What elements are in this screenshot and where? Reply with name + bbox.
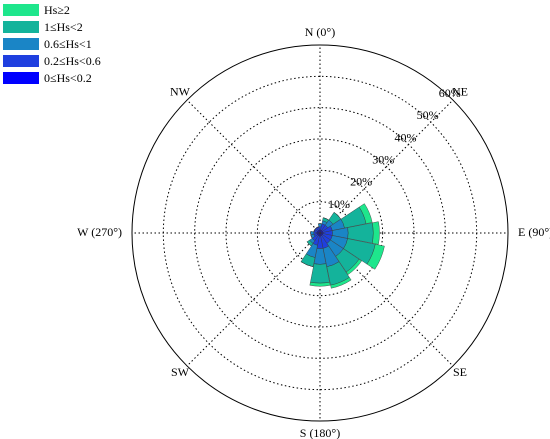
legend-label: Hs≥2	[44, 3, 70, 17]
legend-swatch	[3, 21, 39, 33]
grid-ring	[256, 169, 384, 297]
spoke	[186, 99, 321, 234]
direction-label: S (180°)	[300, 426, 340, 439]
sector	[310, 230, 315, 236]
direction-label: N (0°)	[305, 25, 335, 39]
r-tick-label: 10%	[328, 197, 350, 211]
sector	[330, 277, 352, 289]
direction-label: NE	[452, 85, 468, 99]
outer-circle	[131, 44, 509, 422]
direction-label: SE	[453, 365, 467, 379]
spoke	[186, 232, 321, 367]
sector	[306, 241, 312, 247]
direction-label: W (270°)	[77, 225, 122, 239]
r-tick-label: 60%	[439, 86, 461, 100]
direction-label: E (90°)	[518, 225, 550, 239]
r-tick-label: 30%	[372, 152, 394, 166]
spoke	[319, 232, 454, 367]
r-tick-label: 40%	[394, 130, 416, 144]
r-tick-label: 20%	[350, 175, 372, 189]
direction-label: SW	[171, 365, 190, 379]
legend-label: 0≤Hs<0.2	[44, 71, 92, 85]
legend-swatch	[3, 38, 39, 50]
grid-ring	[225, 138, 415, 328]
legend-label: 1≤Hs<2	[44, 20, 83, 34]
legend-label: 0.6≤Hs<1	[44, 37, 92, 51]
sector	[358, 203, 373, 224]
sector	[309, 281, 331, 287]
sector	[372, 221, 380, 245]
sector	[316, 226, 319, 228]
spoke	[319, 99, 454, 234]
legend-swatch	[3, 72, 39, 84]
legend-swatch	[3, 55, 39, 67]
legend-label: 0.2≤Hs<0.6	[44, 54, 101, 68]
r-tick-label: 50%	[417, 108, 439, 122]
legend-swatch	[3, 4, 39, 16]
direction-label: NW	[170, 85, 191, 99]
sector	[345, 258, 362, 275]
sector	[366, 243, 385, 270]
